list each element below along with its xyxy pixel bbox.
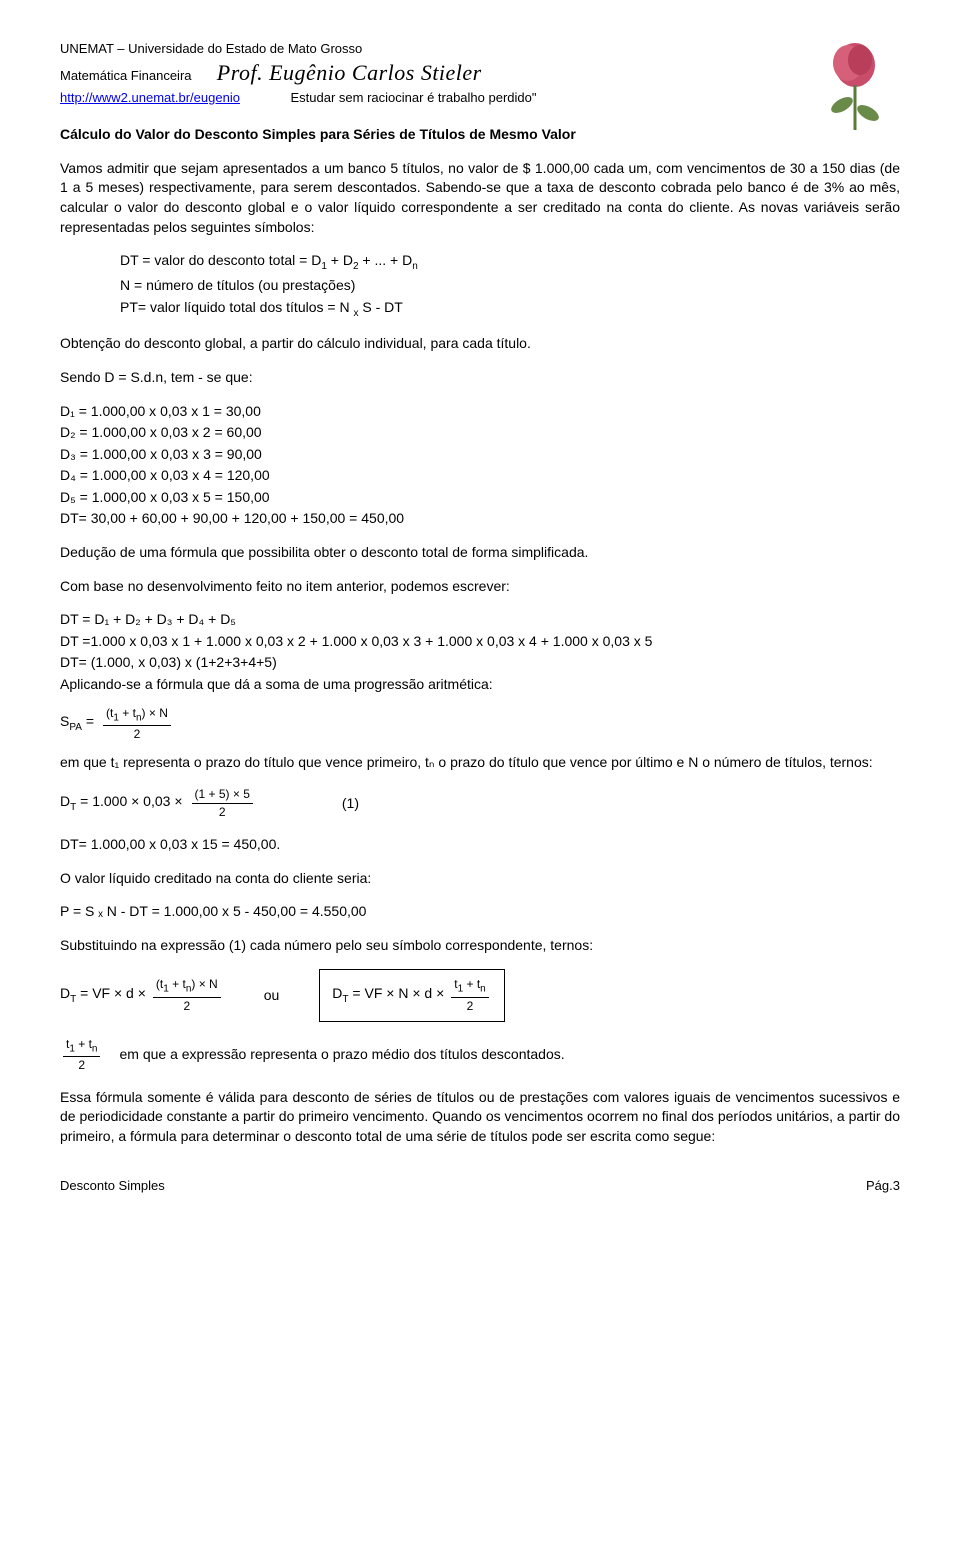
final-paragraph: Essa fórmula somente é válida para desco… — [60, 1088, 900, 1147]
document-header: UNEMAT – Universidade do Estado de Mato … — [60, 40, 900, 107]
spa-formula: SPA = (t1 + tn) × N 2 — [60, 705, 900, 743]
p-calc: P = S ₓ N - DT = 1.000,00 x 5 - 450,00 =… — [60, 902, 900, 922]
url-motto-line: http://www2.unemat.br/eugenio Estudar se… — [60, 89, 900, 107]
valor-liquido-text: O valor líquido creditado na conta do cl… — [60, 869, 900, 889]
dt-result: DT= 1.000,00 x 0,03 x 15 = 450,00. — [60, 835, 900, 855]
page-footer: Desconto Simples Pág.3 — [60, 1177, 900, 1195]
expand-l1: DT = D₁ + D₂ + D₃ + D₄ + D₅ — [60, 610, 900, 630]
dt-calc: DT= 30,00 + 60,00 + 90,00 + 120,00 + 150… — [60, 509, 900, 529]
footer-left: Desconto Simples — [60, 1177, 165, 1195]
d4-calc: D₄ = 1.000,00 x 0,03 x 4 = 120,00 — [60, 466, 900, 486]
d5-calc: D₅ = 1.000,00 x 0,03 x 5 = 150,00 — [60, 488, 900, 508]
deduction-p2: Com base no desenvolvimento feito no ite… — [60, 577, 900, 597]
dt-definition: DT = valor do desconto total = D1 + D2 +… — [120, 251, 900, 274]
equation-number: (1) — [342, 794, 359, 814]
obtaining-text: Obtenção do desconto global, a partir do… — [60, 334, 900, 354]
d2-calc: D₂ = 1.000,00 x 0,03 x 2 = 60,00 — [60, 423, 900, 443]
definitions-block: DT = valor do desconto total = D1 + D2 +… — [60, 251, 900, 320]
url-link[interactable]: http://www2.unemat.br/eugenio — [60, 90, 240, 105]
d3-calc: D₃ = 1.000,00 x 0,03 x 3 = 90,00 — [60, 445, 900, 465]
expansion-block: DT = D₁ + D₂ + D₃ + D₄ + D₅ DT =1.000 x … — [60, 610, 900, 694]
subject-name: Matemática Financeira — [60, 68, 192, 83]
frac-note-text: em que a expressão representa o prazo mé… — [119, 1045, 564, 1065]
deduction-p1: Dedução de uma fórmula que possibilita o… — [60, 543, 900, 563]
d1-calc: D₁ = 1.000,00 x 0,03 x 1 = 30,00 — [60, 402, 900, 422]
university-name: UNEMAT – Universidade do Estado de Mato … — [60, 40, 900, 58]
d-calculations: D₁ = 1.000,00 x 0,03 x 1 = 30,00 D₂ = 1.… — [60, 402, 900, 530]
dt-formula-numbered: DT = 1.000 × 0,03 × (1 + 5) × 5 2 (1) — [60, 786, 900, 821]
expand-l3: DT= (1.000, x 0,03) x (1+2+3+4+5) — [60, 653, 900, 673]
sendo-text: Sendo D = S.d.n, tem - se que: — [60, 368, 900, 388]
pt-definition: PT= valor líquido total dos títulos = N … — [120, 298, 900, 321]
substituting-text: Substituindo na expressão (1) cada númer… — [60, 936, 900, 956]
formula-1: DT = VF × d × (t1 + tn) × N 2 — [60, 976, 224, 1014]
footer-right: Pág.3 — [866, 1177, 900, 1195]
emque-text: em que t₁ representa o prazo do título q… — [60, 753, 900, 773]
intro-paragraph: Vamos admitir que sejam apresentados a u… — [60, 159, 900, 237]
n-definition: N = número de títulos (ou prestações) — [120, 276, 900, 296]
section-title: Cálculo do Valor do Desconto Simples par… — [60, 125, 900, 145]
expand-l2: DT =1.000 x 0,03 x 1 + 1.000 x 0,03 x 2 … — [60, 632, 900, 652]
motto: Estudar sem raciocinar é trabalho perdid… — [291, 90, 537, 105]
subject-professor-line: Matemática Financeira Prof. Eugênio Carl… — [60, 58, 900, 89]
expand-l4: Aplicando-se a fórmula que dá a soma de … — [60, 675, 900, 695]
formula-row: DT = VF × d × (t1 + tn) × N 2 ou DT = VF… — [60, 969, 900, 1021]
rose-icon — [810, 35, 900, 135]
ou-text: ou — [264, 986, 280, 1006]
fraction-note: t1 + tn 2 em que a expressão representa … — [60, 1036, 900, 1074]
professor-name: Prof. Eugênio Carlos Stieler — [217, 60, 482, 85]
formula-2-boxed: DT = VF × N × d × t1 + tn 2 — [319, 969, 504, 1021]
